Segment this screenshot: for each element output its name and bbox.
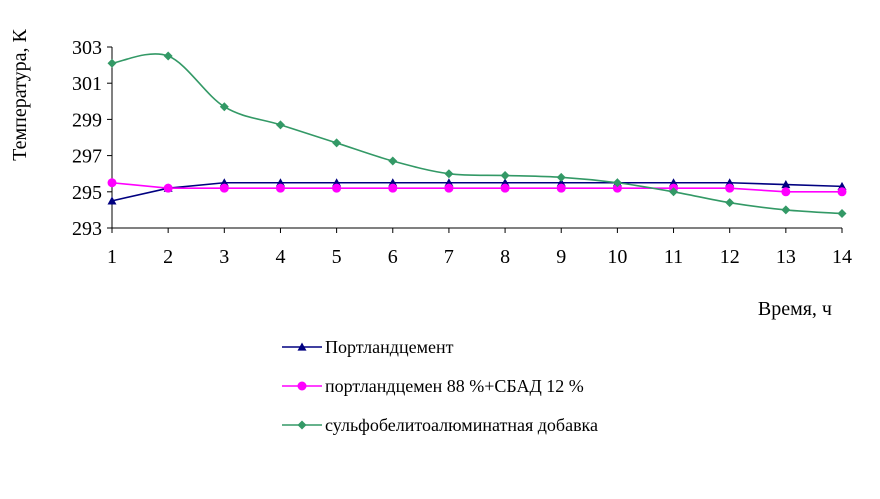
data-point — [275, 183, 285, 193]
x-tick-label: 2 — [163, 246, 173, 268]
y-tick-label: 293 — [72, 218, 102, 240]
data-point — [163, 51, 173, 61]
data-point — [107, 178, 117, 188]
y-tick-label: 295 — [72, 182, 102, 204]
data-point — [500, 171, 510, 181]
series-3 — [107, 51, 847, 219]
y-tick-label: 303 — [72, 37, 102, 59]
data-point — [837, 209, 847, 219]
series-group — [107, 51, 847, 219]
data-point — [781, 187, 791, 197]
x-axis-label: Время, ч — [758, 298, 832, 320]
x-tick-label: 12 — [720, 246, 740, 268]
y-tick-label: 299 — [72, 109, 102, 131]
x-tick-label: 10 — [607, 246, 627, 268]
data-point — [107, 58, 117, 68]
series-line — [111, 181, 842, 193]
x-tick-label: 9 — [556, 246, 566, 268]
data-point — [612, 183, 622, 193]
data-point — [556, 183, 566, 193]
x-tick-label: 6 — [388, 246, 398, 268]
legend-item: портландцемен 88 %+СБАД 12 % — [282, 376, 584, 396]
data-point — [219, 183, 229, 193]
legend-label: портландцемен 88 %+СБАД 12 % — [325, 376, 584, 396]
data-point — [781, 180, 791, 189]
data-point — [332, 183, 342, 193]
data-point — [669, 187, 679, 197]
data-point — [444, 169, 454, 179]
data-point — [612, 178, 622, 188]
y-tick-label: 297 — [72, 146, 102, 168]
legend-item: сульфобелитоалюминатная добавка — [282, 415, 598, 435]
data-point — [725, 198, 735, 208]
x-tick-label: 3 — [219, 246, 229, 268]
data-point — [388, 156, 398, 166]
data-point — [444, 183, 454, 193]
data-point — [500, 183, 510, 193]
y-tick-label: 301 — [72, 73, 102, 95]
series-line — [111, 181, 843, 202]
x-tick-label: 4 — [275, 246, 285, 268]
x-tick-label: 13 — [776, 246, 796, 268]
legend-marker — [297, 342, 307, 351]
x-tick-label: 1 — [107, 246, 117, 268]
series-1 — [107, 178, 847, 205]
x-tick-label: 14 — [832, 246, 852, 268]
data-point — [107, 196, 117, 205]
legend-label: сульфобелитоалюминатная добавка — [325, 415, 598, 435]
data-point — [275, 120, 285, 130]
data-point — [332, 138, 342, 148]
axes — [111, 47, 842, 229]
legend-item: Портландцемент — [282, 337, 454, 357]
data-point — [388, 183, 398, 193]
legend: Портландцемент портландцемен 88 %+СБАД 12… — [282, 337, 598, 435]
data-point — [219, 102, 229, 112]
legend-label: Портландцемент — [325, 337, 454, 357]
series-2 — [107, 178, 847, 197]
legend-marker — [297, 381, 307, 391]
data-point — [163, 183, 173, 193]
y-axis-label: Температура, К — [9, 29, 31, 161]
x-tick-label: 8 — [500, 246, 510, 268]
x-tick-label: 7 — [444, 246, 454, 268]
x-tick-label: 11 — [664, 246, 683, 268]
legend-marker — [297, 420, 307, 430]
x-axis-ticks: 1 2 3 4 5 6 7 8 9 10 11 12 13 14 — [107, 228, 852, 268]
data-point — [837, 187, 847, 197]
data-point — [781, 205, 791, 215]
y-axis-ticks: 293 295 297 299 301 303 — [72, 37, 112, 240]
data-point — [725, 183, 735, 193]
x-tick-label: 5 — [332, 246, 342, 268]
data-point — [556, 172, 566, 182]
